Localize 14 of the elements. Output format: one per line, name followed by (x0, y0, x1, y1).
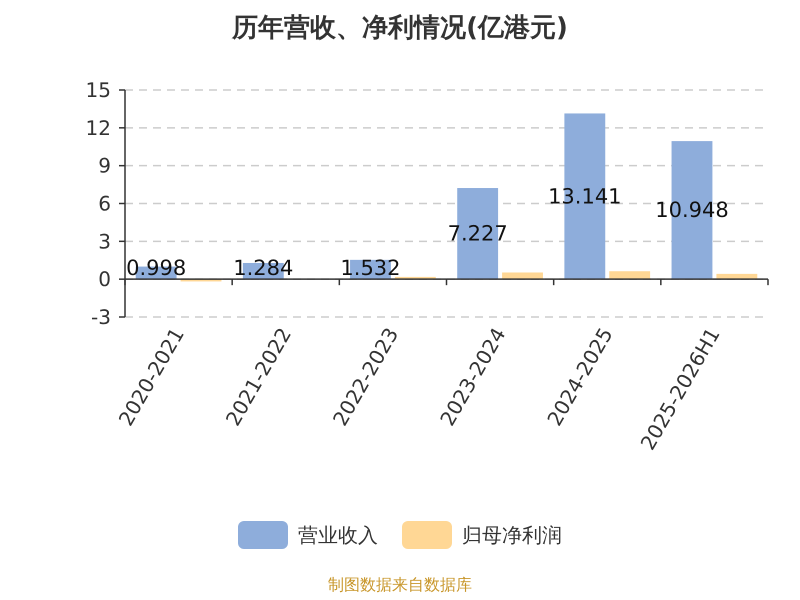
legend-label: 营业收入 (298, 523, 378, 547)
y-tick-label: 9 (98, 154, 111, 178)
legend-label: 归母净利润 (462, 523, 562, 547)
y-tick-label: -3 (91, 305, 111, 329)
text: 制图数据来自数据库 (328, 575, 472, 594)
chart-title: 历年营收、净利情况(亿港元) (231, 13, 568, 43)
bar (609, 271, 650, 280)
y-tick-label: 3 (98, 229, 111, 254)
data-label: 0.998 (126, 256, 186, 280)
y-tick-label: 15 (86, 78, 111, 102)
y-tick-label: 6 (98, 192, 111, 216)
bar (502, 272, 543, 280)
y-tick-label: 12 (86, 116, 111, 140)
y-tick-label: 0 (98, 267, 111, 292)
